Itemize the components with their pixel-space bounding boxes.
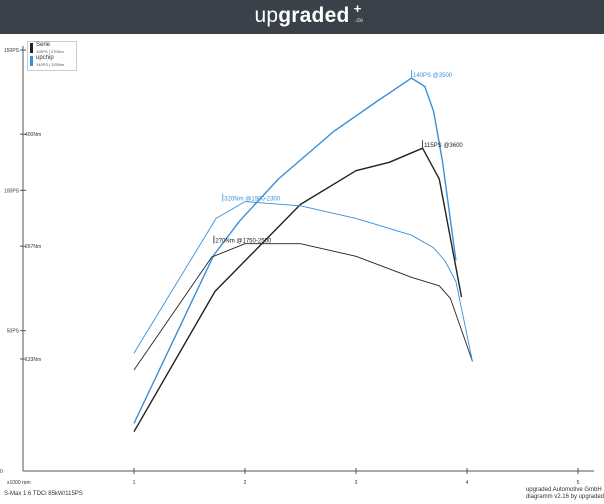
brand-text-bold: graded [278,4,350,27]
legend-item-upchip[interactable]: upchip 140PS | 320Nm [28,55,76,68]
legend-label: upchip [36,55,54,61]
series-line-upchip-torque [133,201,473,362]
legend-sublabel: 115PS | 270Nm [36,49,64,54]
y-origin-label: 0 [0,469,3,475]
x-tick-label: 3 [355,480,358,484]
torque-tick-label: 400Nm [25,132,41,138]
series-line-upchip-power [133,77,457,424]
annotation-label: 115PS @3600 [424,143,463,149]
diagram-version: diagramm v2.16 by upgraded [525,494,604,500]
torque-tick-label: 133Nm [25,357,41,363]
header-bar: upgraded + .de [0,0,604,34]
annotation-label: 320Nm @1900-2300 [224,197,280,203]
dyno-chart: 1 2 3 4 5 x1000 rpm 0 50PS 100PS 150PS 133Nm 267Nm 4… [0,46,594,484]
vehicle-info: S-Max 1.6 TDCi 85kW/115PS [4,491,83,497]
annotation-label: 270Nm @1750-2500 [215,239,271,245]
torque-tick-label: 267Nm [25,244,41,250]
legend-sublabel: 140PS | 320Nm [36,62,65,67]
chart-legend: Serie 115PS | 270Nm upchip 140PS | 320Nm [27,41,77,71]
x-tick-label: 2 [244,480,247,484]
x-tick-label: 4 [466,480,469,484]
series-line-serie-power [133,147,463,433]
power-tick-label: 100PS [4,188,20,194]
legend-swatch-upchip [30,56,33,66]
brand-tld: .de [354,18,364,24]
company-name: upgraded Automotive GmbH [525,487,602,493]
power-tick-label: 50PS [7,329,20,335]
annotation-label: 140PS @3500 [413,73,453,79]
series-line-serie-torque [133,243,473,371]
power-tick-label: 150PS [4,48,20,54]
brand-text-light: up [254,4,279,27]
brand-star-icon: + [353,1,362,16]
x-tick-label: 5 [577,480,580,484]
x-axis-unit-label: x1000 rpm [7,480,31,484]
x-tick-label: 1 [133,480,136,484]
footer-credits: upgraded Automotive GmbH diagramm v2.16 … [526,487,604,501]
legend-swatch-serie [30,43,33,53]
legend-label: Serie [36,42,51,48]
brand-logo[interactable]: upgraded + .de [254,1,364,28]
legend-item-serie[interactable]: Serie 115PS | 270Nm [28,42,76,55]
